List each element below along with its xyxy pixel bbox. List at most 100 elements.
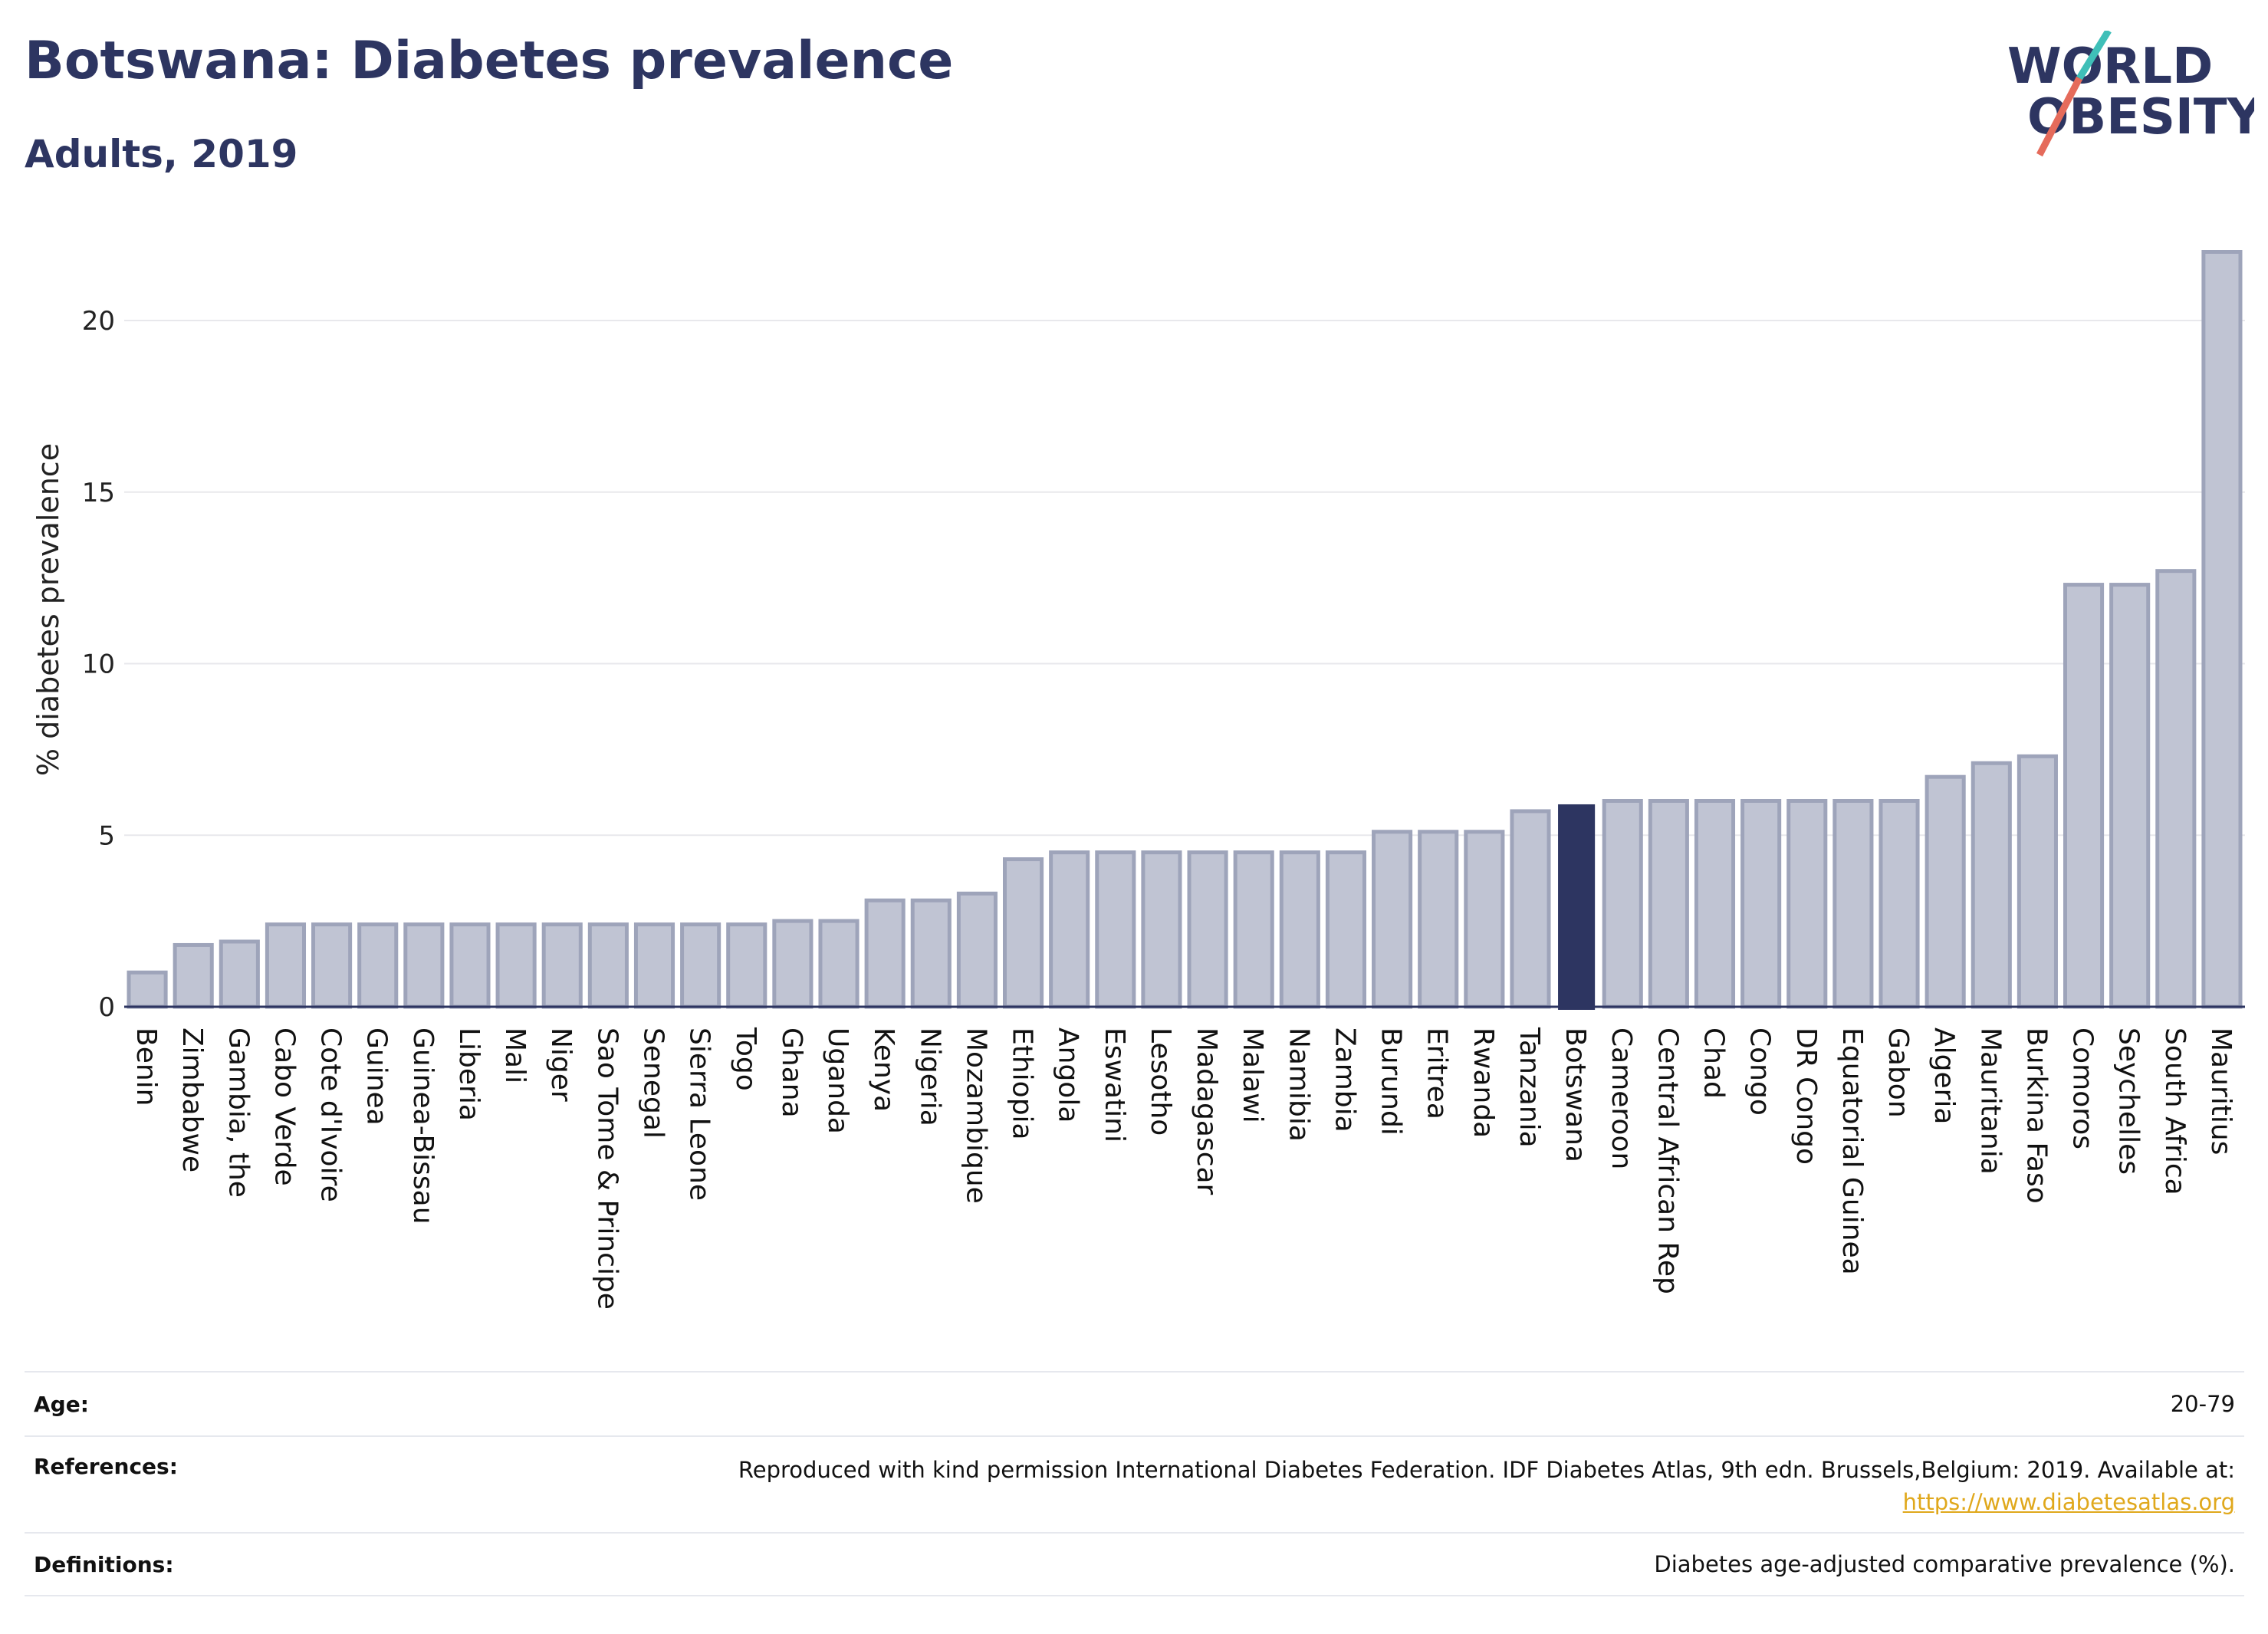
x-tick-label: Namibia bbox=[1283, 1027, 1314, 1142]
bar bbox=[265, 922, 307, 1009]
y-tick-label: 5 bbox=[98, 820, 115, 851]
bar bbox=[1095, 850, 1136, 1009]
chart-subtitle: Adults, 2019 bbox=[25, 132, 298, 176]
x-tick-label: Comoros bbox=[2067, 1027, 2099, 1149]
bar bbox=[357, 922, 399, 1009]
y-tick-label: 0 bbox=[98, 992, 115, 1023]
x-tick-label: Uganda bbox=[822, 1027, 853, 1134]
bar bbox=[173, 942, 214, 1009]
x-tick-label: Chad bbox=[1698, 1027, 1730, 1099]
x-tick-label: Guinea-Bissau bbox=[407, 1027, 439, 1225]
bar bbox=[1832, 799, 1874, 1009]
x-tick-label: Lesotho bbox=[1145, 1027, 1176, 1136]
bar-chart: 0 5 10 15 20 % diabetes prevalence Benin Zimbab… bbox=[31, 250, 2245, 1310]
y-tick-label: 20 bbox=[82, 306, 115, 337]
bar bbox=[1786, 799, 1828, 1009]
x-tick-label: Kenya bbox=[868, 1027, 899, 1112]
bar bbox=[587, 922, 629, 1009]
bar bbox=[910, 898, 952, 1009]
bar bbox=[403, 922, 445, 1009]
world-obesity-logo: WORLD OBESITY bbox=[2007, 31, 2254, 157]
x-tick-label: Senegal bbox=[638, 1027, 669, 1139]
x-tick-label: Cote d'Ivoire bbox=[315, 1027, 347, 1202]
bar bbox=[818, 919, 860, 1009]
bar bbox=[1558, 804, 1596, 1010]
bar bbox=[1971, 761, 2012, 1009]
x-tick-label: Nigeria bbox=[914, 1027, 945, 1126]
x-tick-label: Eswatini bbox=[1099, 1027, 1130, 1142]
x-tick-label: South Africa bbox=[2159, 1027, 2191, 1195]
bar bbox=[1648, 799, 1689, 1009]
x-tick-label: Benin bbox=[130, 1027, 162, 1106]
bar bbox=[1878, 799, 1920, 1009]
bar bbox=[311, 922, 353, 1009]
references-row: References: Reproduced with kind permiss… bbox=[25, 1435, 2244, 1532]
references-label: References: bbox=[34, 1454, 178, 1479]
x-tick-label: Mauritius bbox=[2205, 1027, 2237, 1155]
x-tick-label: Seychelles bbox=[2113, 1027, 2145, 1175]
bar bbox=[1325, 850, 1367, 1009]
info-table: Age: 20-79 References: Reproduced with k… bbox=[25, 1371, 2244, 1596]
x-tick-label: Ethiopia bbox=[1007, 1027, 1038, 1140]
references-text: Reproduced with kind permission Internat… bbox=[738, 1457, 2235, 1483]
age-row: Age: 20-79 bbox=[25, 1371, 2244, 1435]
bar bbox=[1372, 830, 1413, 1009]
bar bbox=[633, 922, 675, 1009]
x-tick-label: Gabon bbox=[1882, 1027, 1914, 1118]
bar bbox=[495, 922, 537, 1009]
bar bbox=[1233, 850, 1274, 1009]
definitions-row: Definitions: Diabetes age-adjusted compa… bbox=[25, 1532, 2244, 1596]
x-tick-label: Zimbabwe bbox=[176, 1027, 208, 1172]
x-tick-label: Mozambique bbox=[960, 1027, 991, 1204]
y-tick-label: 15 bbox=[82, 478, 115, 508]
bar bbox=[2063, 583, 2105, 1009]
bar bbox=[1740, 799, 1782, 1009]
x-tick-label: Rwanda bbox=[1468, 1027, 1499, 1138]
bar bbox=[449, 922, 491, 1009]
x-tick-label: Madagascar bbox=[1191, 1027, 1222, 1195]
bar bbox=[864, 898, 906, 1009]
bar bbox=[1279, 850, 1320, 1009]
logo-slash-teal bbox=[2076, 31, 2112, 81]
x-tick-label: Sao Tome & Principe bbox=[591, 1027, 623, 1310]
x-tick-label: Burkina Faso bbox=[2020, 1027, 2052, 1204]
bar bbox=[1694, 799, 1736, 1009]
bar bbox=[541, 922, 583, 1009]
x-tick-label: Niger bbox=[545, 1027, 577, 1102]
age-label: Age: bbox=[34, 1391, 89, 1417]
x-tick-label: Malawi bbox=[1237, 1027, 1268, 1123]
bar bbox=[1925, 774, 1966, 1009]
x-tick-label: Sierra Leone bbox=[684, 1027, 715, 1201]
bar bbox=[2017, 754, 2058, 1009]
bar bbox=[772, 919, 814, 1009]
x-tick-label: Botswana bbox=[1560, 1027, 1591, 1162]
bar bbox=[1418, 830, 1459, 1009]
age-value: 20-79 bbox=[2170, 1391, 2235, 1417]
bar bbox=[2201, 250, 2243, 1009]
bar bbox=[2155, 569, 2197, 1009]
bar bbox=[2109, 583, 2151, 1009]
bar bbox=[219, 939, 260, 1009]
bar bbox=[680, 922, 721, 1009]
bar bbox=[1464, 830, 1505, 1009]
bar bbox=[956, 891, 998, 1009]
x-tick-label: Mali bbox=[499, 1027, 531, 1083]
x-tick-label: Central African Rep bbox=[1652, 1027, 1683, 1294]
x-tick-label: Equatorial Guinea bbox=[1836, 1027, 1868, 1275]
definitions-value: Diabetes age-adjusted comparative preval… bbox=[1654, 1551, 2235, 1577]
x-tick-label: Eritrea bbox=[1422, 1027, 1453, 1119]
x-tick-label: Togo bbox=[730, 1027, 761, 1091]
x-tick-label: Guinea bbox=[361, 1027, 393, 1126]
x-tick-label: DR Congo bbox=[1790, 1027, 1822, 1165]
x-tick-label: Cabo Verde bbox=[268, 1027, 300, 1186]
bar bbox=[1049, 850, 1090, 1009]
x-tick-label: Congo bbox=[1744, 1027, 1776, 1116]
x-tick-label: Gambia, the bbox=[222, 1027, 254, 1198]
bar bbox=[1002, 857, 1044, 1009]
bar bbox=[1187, 850, 1228, 1009]
x-tick-label: Ghana bbox=[776, 1027, 807, 1118]
x-tick-label: Angola bbox=[1053, 1027, 1084, 1123]
x-tick-label: Liberia bbox=[453, 1027, 485, 1121]
x-tick-label: Zambia bbox=[1329, 1027, 1360, 1133]
references-link[interactable]: https://www.diabetesatlas.org bbox=[1902, 1489, 2235, 1515]
